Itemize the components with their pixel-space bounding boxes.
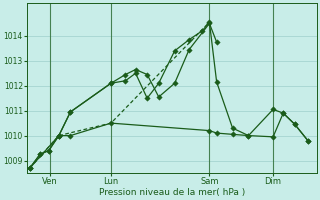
X-axis label: Pression niveau de la mer( hPa ): Pression niveau de la mer( hPa ): [99, 188, 245, 197]
